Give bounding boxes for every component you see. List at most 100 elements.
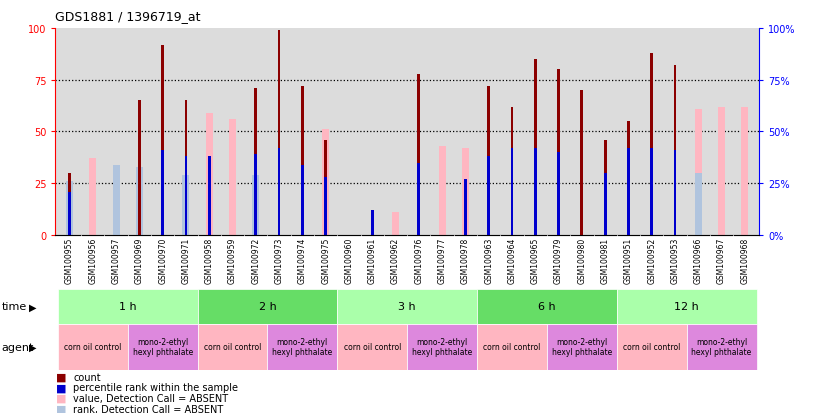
Text: GSM100955: GSM100955 [65,237,74,283]
Bar [138,101,140,235]
Bar [255,155,257,235]
Bar [206,114,213,235]
Bar [68,192,71,235]
Text: 3 h: 3 h [398,301,416,312]
Text: 2 h: 2 h [259,301,277,312]
Bar [255,89,257,235]
Bar [617,324,687,370]
Bar [418,74,420,235]
Text: count: count [73,372,101,382]
Bar [370,211,374,235]
Text: 12 h: 12 h [674,301,699,312]
Text: corn oil control: corn oil control [623,342,681,351]
Text: GSM100974: GSM100974 [298,237,307,283]
Bar [337,289,477,324]
Text: GSM100977: GSM100977 [437,237,446,283]
Bar [324,178,327,235]
Text: GSM100969: GSM100969 [135,237,144,283]
Bar [487,157,490,235]
Bar [89,159,96,235]
Text: GSM100971: GSM100971 [181,237,190,283]
Text: GSM100958: GSM100958 [205,237,214,283]
Bar [58,324,127,370]
Bar [627,149,630,235]
Bar [604,140,606,235]
Text: GSM100956: GSM100956 [88,237,97,283]
Bar [370,211,374,235]
Bar [477,289,617,324]
Bar [547,324,617,370]
Text: percentile rank within the sample: percentile rank within the sample [73,382,238,392]
Text: ■: ■ [55,382,66,392]
Bar [650,149,653,235]
Bar [301,87,304,235]
Bar [184,101,188,235]
Bar [197,324,268,370]
Bar [162,151,164,235]
Text: GSM100953: GSM100953 [671,237,680,283]
Bar [604,173,606,235]
Text: GSM100975: GSM100975 [322,237,330,283]
Bar [687,324,756,370]
Bar [580,91,583,235]
Text: corn oil control: corn oil control [344,342,401,351]
Text: ■: ■ [55,372,66,382]
Text: corn oil control: corn oil control [204,342,261,351]
Text: GSM100964: GSM100964 [508,237,517,283]
Bar [462,149,469,235]
Text: GSM100980: GSM100980 [578,237,587,283]
Bar [557,70,560,235]
Text: agent: agent [2,342,34,352]
Text: corn oil control: corn oil control [483,342,541,351]
Text: GSM100970: GSM100970 [158,237,167,283]
Bar [184,157,188,235]
Text: mono-2-ethyl
hexyl phthalate: mono-2-ethyl hexyl phthalate [132,337,193,356]
Text: rank, Detection Call = ABSENT: rank, Detection Call = ABSENT [73,404,224,413]
Bar [487,87,490,235]
Bar [511,107,513,235]
Text: GSM100961: GSM100961 [368,237,377,283]
Text: 1 h: 1 h [119,301,136,312]
Bar [534,149,537,235]
Bar [58,289,197,324]
Bar [418,163,420,235]
Bar [464,180,467,235]
Bar [534,60,537,235]
Text: ▶: ▶ [29,301,37,312]
Text: ■: ■ [55,404,66,413]
Text: GSM100965: GSM100965 [530,237,540,283]
Text: GSM100962: GSM100962 [391,237,400,283]
Text: corn oil control: corn oil control [64,342,122,351]
Text: GSM100978: GSM100978 [461,237,470,283]
Text: GSM100966: GSM100966 [694,237,703,283]
Text: mono-2-ethyl
hexyl phthalate: mono-2-ethyl hexyl phthalate [412,337,472,356]
Text: mono-2-ethyl
hexyl phthalate: mono-2-ethyl hexyl phthalate [691,337,752,356]
Text: GSM100973: GSM100973 [274,237,284,283]
Text: GSM100952: GSM100952 [647,237,656,283]
Bar [627,122,630,235]
Text: GSM100981: GSM100981 [601,237,610,283]
Bar [439,147,446,235]
Text: mono-2-ethyl
hexyl phthalate: mono-2-ethyl hexyl phthalate [273,337,332,356]
Bar [135,167,143,235]
Bar [674,151,676,235]
Text: GSM100957: GSM100957 [112,237,121,283]
Text: value, Detection Call = ABSENT: value, Detection Call = ABSENT [73,393,228,403]
Bar [268,324,337,370]
Bar [674,66,676,235]
Bar [324,140,327,235]
Bar [197,289,337,324]
Bar [557,153,560,235]
Text: 6 h: 6 h [538,301,556,312]
Bar [208,157,211,235]
Text: mono-2-ethyl
hexyl phthalate: mono-2-ethyl hexyl phthalate [552,337,612,356]
Bar [695,109,702,235]
Text: GDS1881 / 1396719_at: GDS1881 / 1396719_at [55,10,201,23]
Bar [392,213,399,235]
Text: ■: ■ [55,393,66,403]
Bar [477,324,547,370]
Bar [183,176,189,235]
Bar [650,54,653,235]
Text: GSM100959: GSM100959 [228,237,237,283]
Bar [127,324,197,370]
